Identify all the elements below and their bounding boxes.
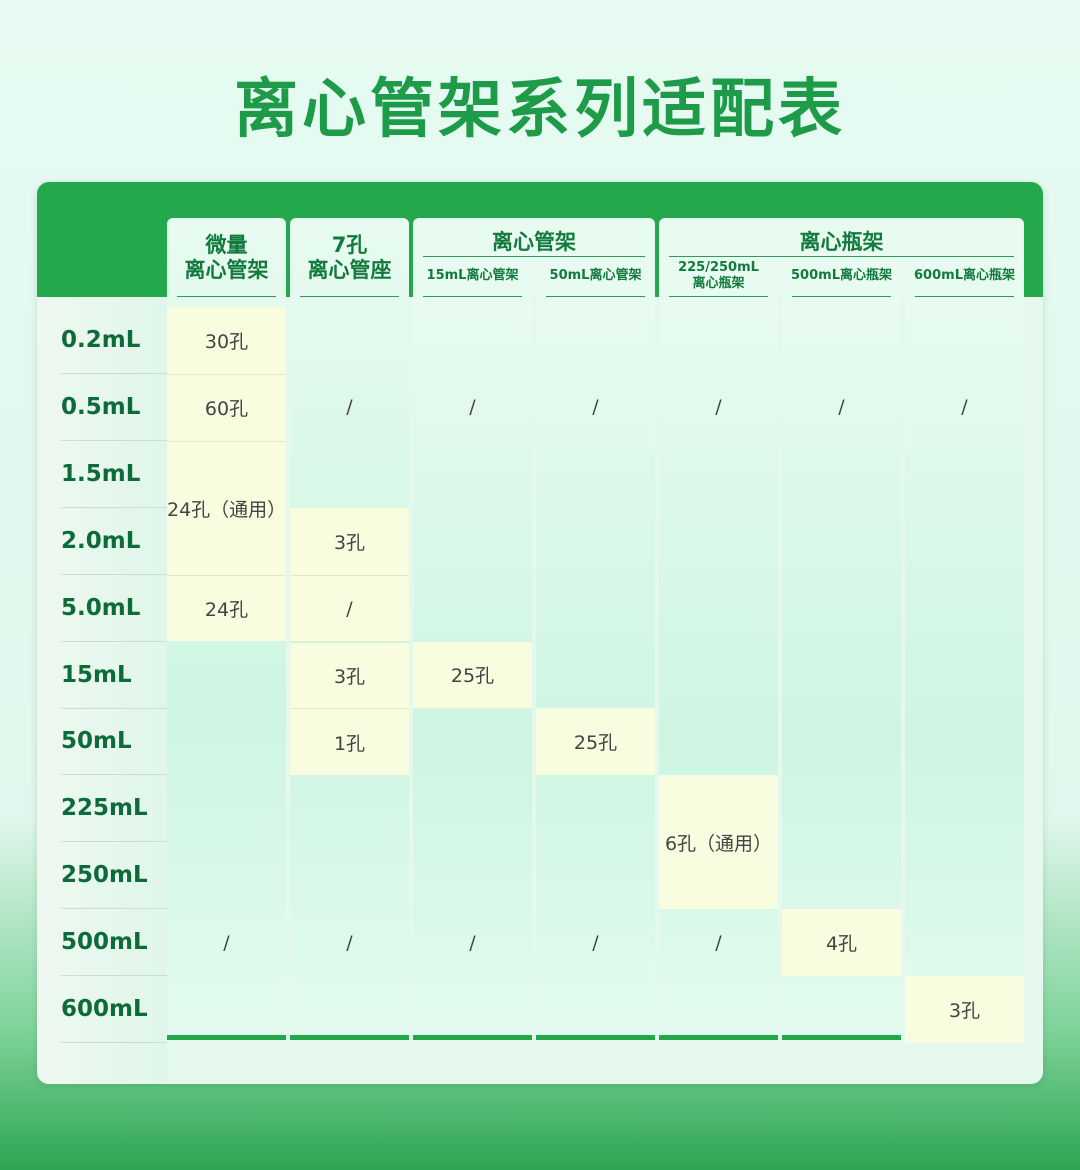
table-cell	[536, 441, 655, 709]
table-cell	[659, 307, 778, 374]
table-cell: /	[592, 931, 599, 954]
table-cell	[290, 775, 409, 909]
divider	[546, 296, 645, 297]
column-header: 7孔 离心管座	[307, 232, 392, 282]
table-cell: /	[469, 396, 476, 419]
table-column: 15mL离心管架 / 25孔 /	[413, 268, 532, 1043]
column-header: 500mL离心瓶架	[791, 268, 892, 284]
table-cell	[536, 976, 655, 1043]
table-cell: /	[961, 396, 968, 419]
row-labels: 0.2mL 0.5mL 1.5mL 2.0mL 5.0mL 15mL 50mL 225mL 25…	[37, 297, 167, 1084]
column-header: 225/250mL 离心瓶架	[678, 260, 759, 291]
table-cell	[536, 775, 655, 909]
table-cell	[782, 976, 901, 1043]
table-cell: /	[290, 574, 409, 642]
table-cell: 1孔	[290, 708, 409, 776]
group-title: 离心管架	[492, 230, 576, 254]
table-cell: 25孔	[536, 708, 655, 776]
table-cell: /	[346, 396, 353, 419]
column-header: 50mL离心管架	[549, 268, 642, 284]
table-cell: /	[469, 931, 476, 954]
table-cell	[905, 441, 1024, 976]
row-label: 50mL	[61, 708, 167, 776]
table-column: 50mL离心管架 / 25孔 /	[536, 268, 655, 1043]
row-label: 1.5mL	[61, 441, 167, 508]
row-label: 2.0mL	[61, 508, 167, 575]
table-column: 500mL离心瓶架 / 4孔	[782, 268, 901, 1043]
table-cell	[659, 441, 778, 776]
table-cell: /	[715, 931, 722, 954]
table-column: 7孔 离心管座/3孔/3孔 1孔 /	[290, 218, 409, 1040]
divider	[915, 296, 1014, 297]
row-label: 5.0mL	[61, 575, 167, 642]
row-label: 15mL	[61, 642, 167, 709]
table-cell: 3孔	[290, 507, 409, 575]
table-cell	[782, 441, 901, 909]
table-cell: 6孔（通用）	[659, 775, 778, 910]
table-cell: 24孔（通用）	[167, 440, 286, 575]
group-header: 离心管架	[413, 218, 655, 298]
column-header: 15mL离心管架	[426, 268, 519, 284]
row-label: 250mL	[61, 842, 167, 910]
table-cell	[290, 976, 409, 1043]
table-cell: 25孔	[413, 641, 532, 709]
table-cell	[782, 307, 901, 374]
row-label: 600mL	[61, 976, 167, 1043]
table-cell	[413, 307, 532, 374]
table-cell: /	[838, 396, 845, 419]
divider	[423, 256, 645, 257]
row-label: 225mL	[61, 775, 167, 843]
table-cell	[167, 642, 286, 910]
row-label: 0.5mL	[61, 374, 167, 441]
table-cell	[659, 976, 778, 1043]
table-cell: /	[223, 931, 230, 954]
column-header: 600mL离心瓶架	[914, 268, 1015, 284]
row-label: 0.2mL	[61, 307, 167, 374]
table-cell	[413, 976, 532, 1043]
table-cell: 3孔	[290, 641, 409, 709]
table-cell	[167, 976, 286, 1043]
table-cell: 4孔	[782, 909, 901, 976]
table-cell: 3孔	[905, 976, 1024, 1043]
table-cell: /	[592, 396, 599, 419]
divider	[669, 296, 768, 297]
group-title: 离心瓶架	[799, 230, 884, 254]
divider	[300, 296, 399, 297]
table-cell	[536, 307, 655, 374]
row-label: 500mL	[61, 909, 167, 977]
table-cell: /	[346, 931, 353, 954]
table-cell	[413, 708, 532, 909]
table-column: 600mL离心瓶架 / 3孔	[905, 268, 1024, 1043]
table-column: 微量 离心管架 30孔 60孔 24孔（通用） 24孔 /	[167, 218, 286, 1040]
table-cell	[413, 441, 532, 642]
table-cell: /	[715, 396, 722, 419]
page-title: 离心管架系列适配表	[234, 73, 846, 147]
divider	[669, 256, 1014, 257]
divider	[792, 296, 891, 297]
table-cell	[905, 307, 1024, 374]
table-cell: 60孔	[167, 373, 286, 441]
table-column: 225/250mL 离心瓶架 / 6孔（通用） /	[659, 260, 778, 1043]
table-cell: 30孔	[167, 307, 286, 374]
divider	[423, 296, 522, 297]
group-header: 离心瓶架	[659, 218, 1024, 298]
divider	[177, 296, 276, 297]
compatibility-table: 0.2mL 0.5mL 1.5mL 2.0mL 5.0mL 15mL 50mL 225mL 25…	[37, 182, 1043, 1084]
table-cell: 24孔	[167, 574, 286, 642]
column-header: 微量 离心管架	[184, 232, 269, 282]
